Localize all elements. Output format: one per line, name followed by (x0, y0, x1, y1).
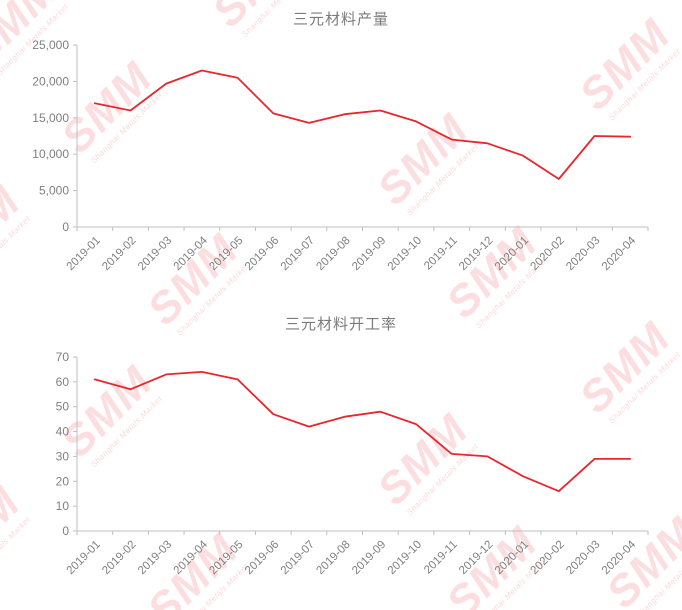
svg-text:2019-11: 2019-11 (422, 235, 460, 273)
svg-text:2019-04: 2019-04 (172, 538, 211, 577)
svg-text:10: 10 (56, 499, 70, 513)
svg-text:2019-05: 2019-05 (207, 235, 245, 273)
svg-text:2020-04: 2020-04 (600, 234, 639, 273)
svg-text:2019-07: 2019-07 (279, 539, 317, 577)
production-line-plot: 05,00010,00015,00020,00025,0002019-01201… (32, 38, 649, 273)
svg-text:15,000: 15,000 (32, 111, 69, 125)
svg-text:2019-09: 2019-09 (350, 235, 388, 273)
svg-text:2019-01: 2019-01 (65, 539, 103, 577)
production-chart-title: 三元材料产量 (292, 11, 389, 28)
svg-text:40: 40 (56, 425, 70, 439)
svg-text:2020-02: 2020-02 (529, 539, 567, 577)
svg-text:2020-01: 2020-01 (493, 539, 531, 577)
svg-text:2019-09: 2019-09 (350, 539, 388, 577)
svg-text:2020-02: 2020-02 (529, 235, 567, 273)
svg-text:10,000: 10,000 (32, 147, 69, 161)
svg-text:2019-11: 2019-11 (422, 539, 460, 577)
svg-text:50: 50 (56, 400, 70, 414)
operating-rate-chart-title: 三元材料开工率 (284, 316, 397, 333)
svg-text:2019-03: 2019-03 (136, 235, 174, 273)
svg-text:2019-07: 2019-07 (279, 235, 317, 273)
svg-text:30: 30 (56, 449, 70, 463)
svg-text:20,000: 20,000 (32, 74, 69, 88)
svg-text:2019-02: 2019-02 (100, 539, 138, 577)
svg-text:2019-12: 2019-12 (457, 235, 495, 273)
svg-text:60: 60 (56, 375, 70, 389)
svg-text:2020-03: 2020-03 (564, 539, 602, 577)
operating-rate-line-plot: 0102030405060702019-012019-022019-032019… (56, 350, 649, 577)
production-chart-section: 三元材料产量 0 5,000 10,000 15,000 20,000 25,000 201… (32, 11, 649, 273)
svg-text:25,000: 25,000 (32, 38, 69, 52)
operating-rate-chart-section: 三元材料开工率 0 10 20 30 40 50 60 70 2019-01 2019-02 201… (0, 305, 682, 610)
svg-text:2019-02: 2019-02 (100, 235, 138, 273)
svg-text:5,000: 5,000 (39, 184, 69, 198)
svg-text:2019-08: 2019-08 (314, 539, 352, 577)
svg-text:2020-04: 2020-04 (600, 538, 639, 577)
svg-text:2019-10: 2019-10 (386, 235, 424, 273)
svg-text:2020-03: 2020-03 (564, 235, 602, 273)
svg-text:2019-10: 2019-10 (386, 539, 424, 577)
svg-text:70: 70 (56, 350, 70, 364)
svg-text:0: 0 (62, 220, 69, 234)
svg-text:20: 20 (56, 474, 70, 488)
svg-text:2019-05: 2019-05 (207, 539, 245, 577)
svg-text:0: 0 (62, 524, 69, 538)
svg-text:2019-01: 2019-01 (65, 235, 103, 273)
svg-text:2019-08: 2019-08 (314, 235, 352, 273)
svg-text:2019-06: 2019-06 (243, 235, 281, 273)
svg-text:2020-01: 2020-01 (493, 235, 531, 273)
svg-text:2019-03: 2019-03 (136, 539, 174, 577)
svg-text:2019-04: 2019-04 (172, 234, 211, 273)
svg-text:2019-12: 2019-12 (457, 539, 495, 577)
svg-text:2019-06: 2019-06 (243, 539, 281, 577)
